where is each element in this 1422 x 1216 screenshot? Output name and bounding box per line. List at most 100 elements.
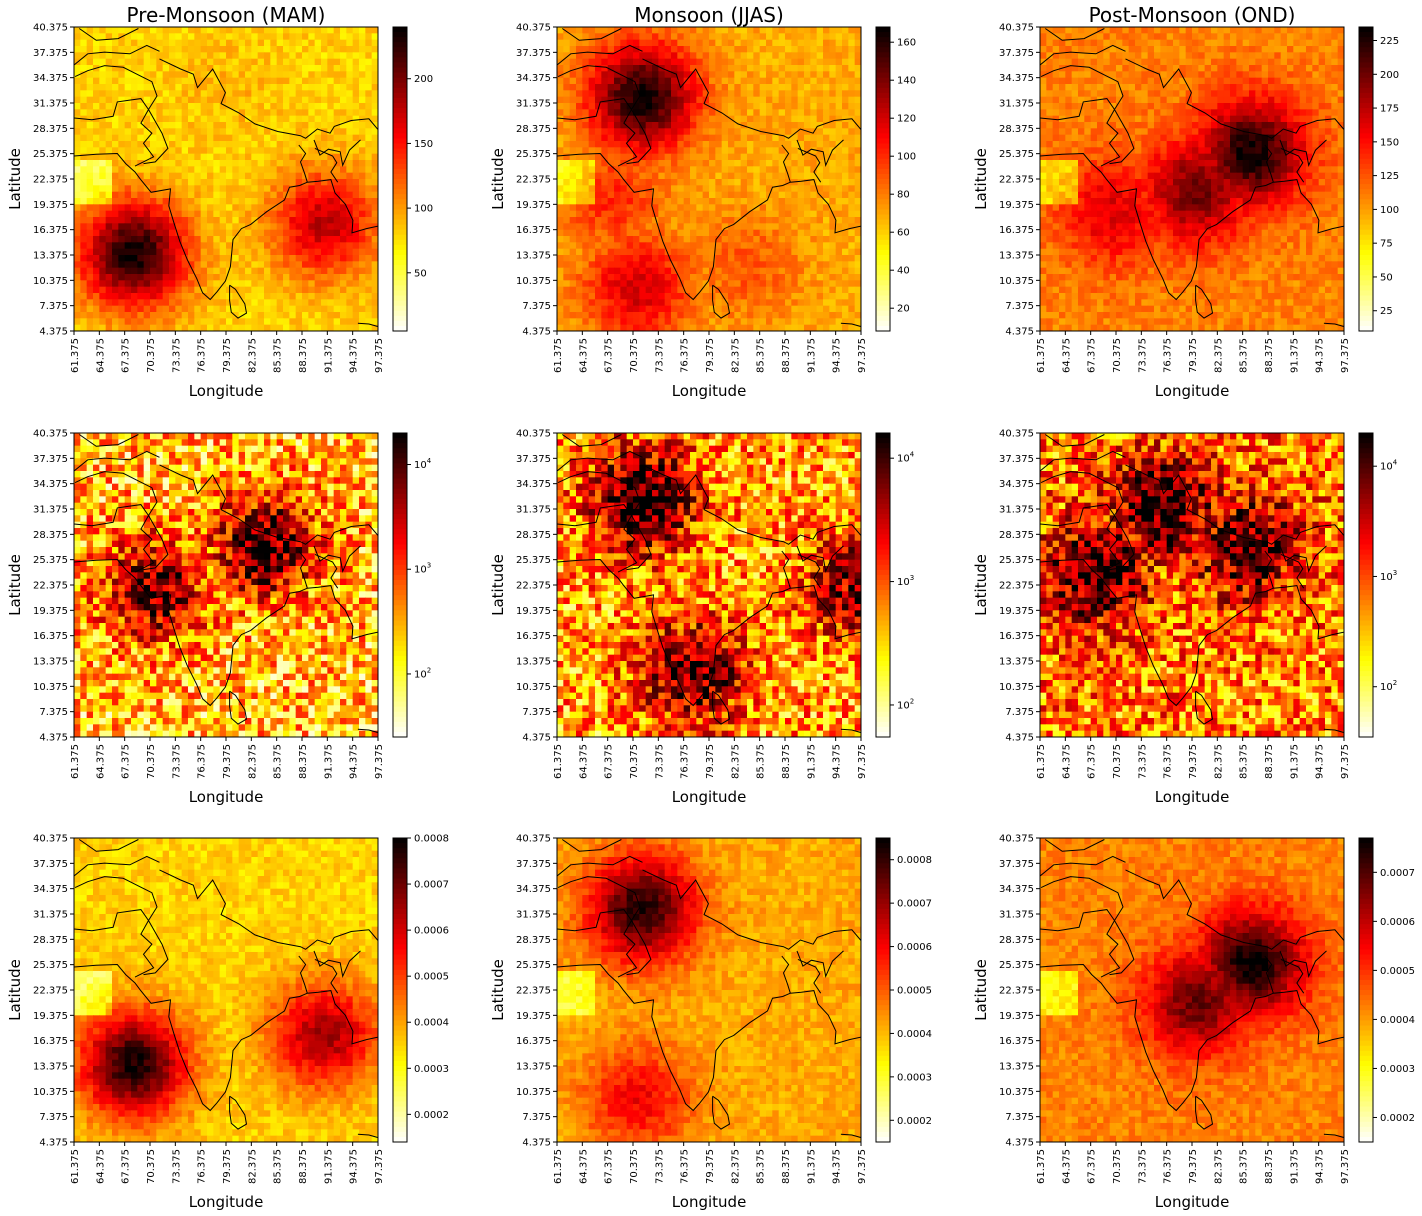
y-tick-label: 16.375 [999,1036,1034,1047]
colorbar-tick-label: 150 [414,139,433,150]
x-tick-label: 64.375 [95,1149,106,1184]
y-tick-label: 37.375 [516,48,551,59]
x-tick-label: 97.375 [1340,1149,1351,1184]
column-title-1: Monsoon (JJAS) [634,3,784,27]
x-tick-label: 61.375 [553,338,564,373]
colorbar-tick-label: 75 [1380,239,1393,250]
x-tick-label: 61.375 [70,744,81,779]
x-tick-label: 82.375 [1213,744,1224,779]
x-tick-label: 88.375 [1264,338,1275,373]
panel-5: 61.375 64.375 67.375 70.375 73.375 76.375 79.3… [972,429,1398,807]
x-axis-label: Longitude [1155,1193,1230,1211]
y-tick-label: 19.375 [999,200,1034,211]
heatmap-cells [74,433,378,737]
x-tick-label: 88.375 [1264,744,1275,779]
x-tick-label: 73.375 [654,744,665,779]
y-tick-label: 7.375 [522,707,551,718]
x-tick-label: 70.375 [146,744,157,779]
y-tick-label: 31.375 [516,505,551,516]
y-axis-label: Latitude [972,554,990,616]
y-tick-label: 22.375 [33,986,68,997]
colorbar-tick-label: 0.0005 [414,972,449,983]
colorbar-tick-label: 150 [1380,137,1399,148]
panel-3: 61.375 64.375 67.375 70.375 73.375 76.375 79.3… [6,429,432,807]
y-tick-label: 34.375 [999,479,1034,490]
y-tick-label: 40.375 [33,429,68,440]
x-tick-label: 64.375 [578,1149,589,1184]
map-outlines [1040,839,1344,1139]
colorbar-tick-label: 160 [897,38,916,49]
y-tick-label: 7.375 [39,1112,68,1123]
heatmap-cells [1040,433,1344,737]
panel-7: 61.375 64.375 67.375 70.375 73.375 76.375 79.3… [489,834,932,1212]
y-tick-label: 40.375 [516,834,551,845]
x-tick-label: 61.375 [1036,1149,1047,1184]
panel-2: 61.375 64.375 67.375 70.375 73.375 76.375 79.3… [972,23,1399,401]
map-outlines [557,28,861,328]
panel-8: 61.375 64.375 67.375 70.375 73.375 76.375 79.3… [972,834,1415,1212]
heatmap-cells [1040,27,1344,331]
x-tick-label: 79.375 [222,744,233,779]
x-tick-label: 91.375 [806,744,817,779]
x-tick-label: 97.375 [374,1149,385,1184]
y-tick-label: 22.375 [516,175,551,186]
x-tick-label: 76.375 [197,338,208,373]
x-tick-label: 82.375 [730,338,741,373]
y-tick-label: 4.375 [522,1138,551,1149]
y-tick-label: 13.375 [999,657,1034,668]
colorbar-tick-label: 100 [414,204,433,215]
colorbar-tick-label: 102 [414,666,431,680]
x-tick-label: 61.375 [1036,744,1047,779]
x-tick-label: 91.375 [1289,338,1300,373]
y-tick-label: 40.375 [999,834,1034,845]
colorbar-tick-label: 200 [1380,70,1399,81]
colorbar: 0.0002 0.0003 0.0004 0.0005 0.0006 0.0007 [1358,837,1415,1143]
colorbar-tick-label: 50 [414,268,427,279]
y-tick-label: 7.375 [39,707,68,718]
colorbar: 0.0002 0.0003 0.0004 0.0005 0.0006 0.0007 0.00… [392,834,449,1143]
y-tick-label: 22.375 [33,175,68,186]
y-tick-label: 16.375 [516,1036,551,1047]
x-tick-label: 73.375 [654,338,665,373]
colorbar: 25 50 75 100 125 150 175 200 225 [1358,26,1399,332]
y-tick-label: 4.375 [39,733,68,744]
colorbar-tick-label: 200 [414,74,433,85]
x-axis-label: Longitude [189,382,264,400]
y-tick-label: 7.375 [1005,301,1034,312]
map-outlines [1040,28,1344,328]
x-tick-label: 88.375 [781,1149,792,1184]
colorbar-tick-label: 80 [897,190,910,201]
x-tick-label: 67.375 [604,1149,615,1184]
y-tick-label: 22.375 [33,581,68,592]
colorbar: 50 100 150 200 [392,26,433,332]
x-tick-label: 85.375 [273,744,284,779]
y-axis-label: Latitude [489,148,507,210]
y-tick-label: 37.375 [33,859,68,870]
colorbar-tick-label: 0.0006 [1380,917,1415,928]
map-outlines [74,28,378,328]
x-tick-label: 76.375 [680,338,691,373]
x-tick-label: 85.375 [756,744,767,779]
y-tick-label: 25.375 [33,149,68,160]
y-tick-label: 10.375 [516,276,551,287]
x-tick-label: 67.375 [121,744,132,779]
y-tick-label: 31.375 [999,505,1034,516]
x-tick-label: 67.375 [1087,1149,1098,1184]
x-tick-label: 64.375 [1061,744,1072,779]
x-tick-label: 91.375 [323,744,334,779]
colorbar-tick-label: 0.0006 [414,926,449,937]
y-axis-label: Latitude [972,959,990,1021]
y-tick-label: 28.375 [999,935,1034,946]
colorbar-tick-label: 100 [897,152,916,163]
colorbar: 102 103 104 [875,432,915,738]
x-tick-label: 85.375 [756,1149,767,1184]
colorbar-tick-label: 50 [1380,272,1393,283]
y-tick-label: 40.375 [516,23,551,34]
x-axis-label: Longitude [672,788,747,806]
x-tick-label: 82.375 [247,338,258,373]
y-tick-label: 10.375 [999,682,1034,693]
x-tick-label: 82.375 [730,1149,741,1184]
x-tick-label: 79.375 [222,1149,233,1184]
y-tick-label: 22.375 [516,581,551,592]
x-tick-label: 73.375 [654,1149,665,1184]
